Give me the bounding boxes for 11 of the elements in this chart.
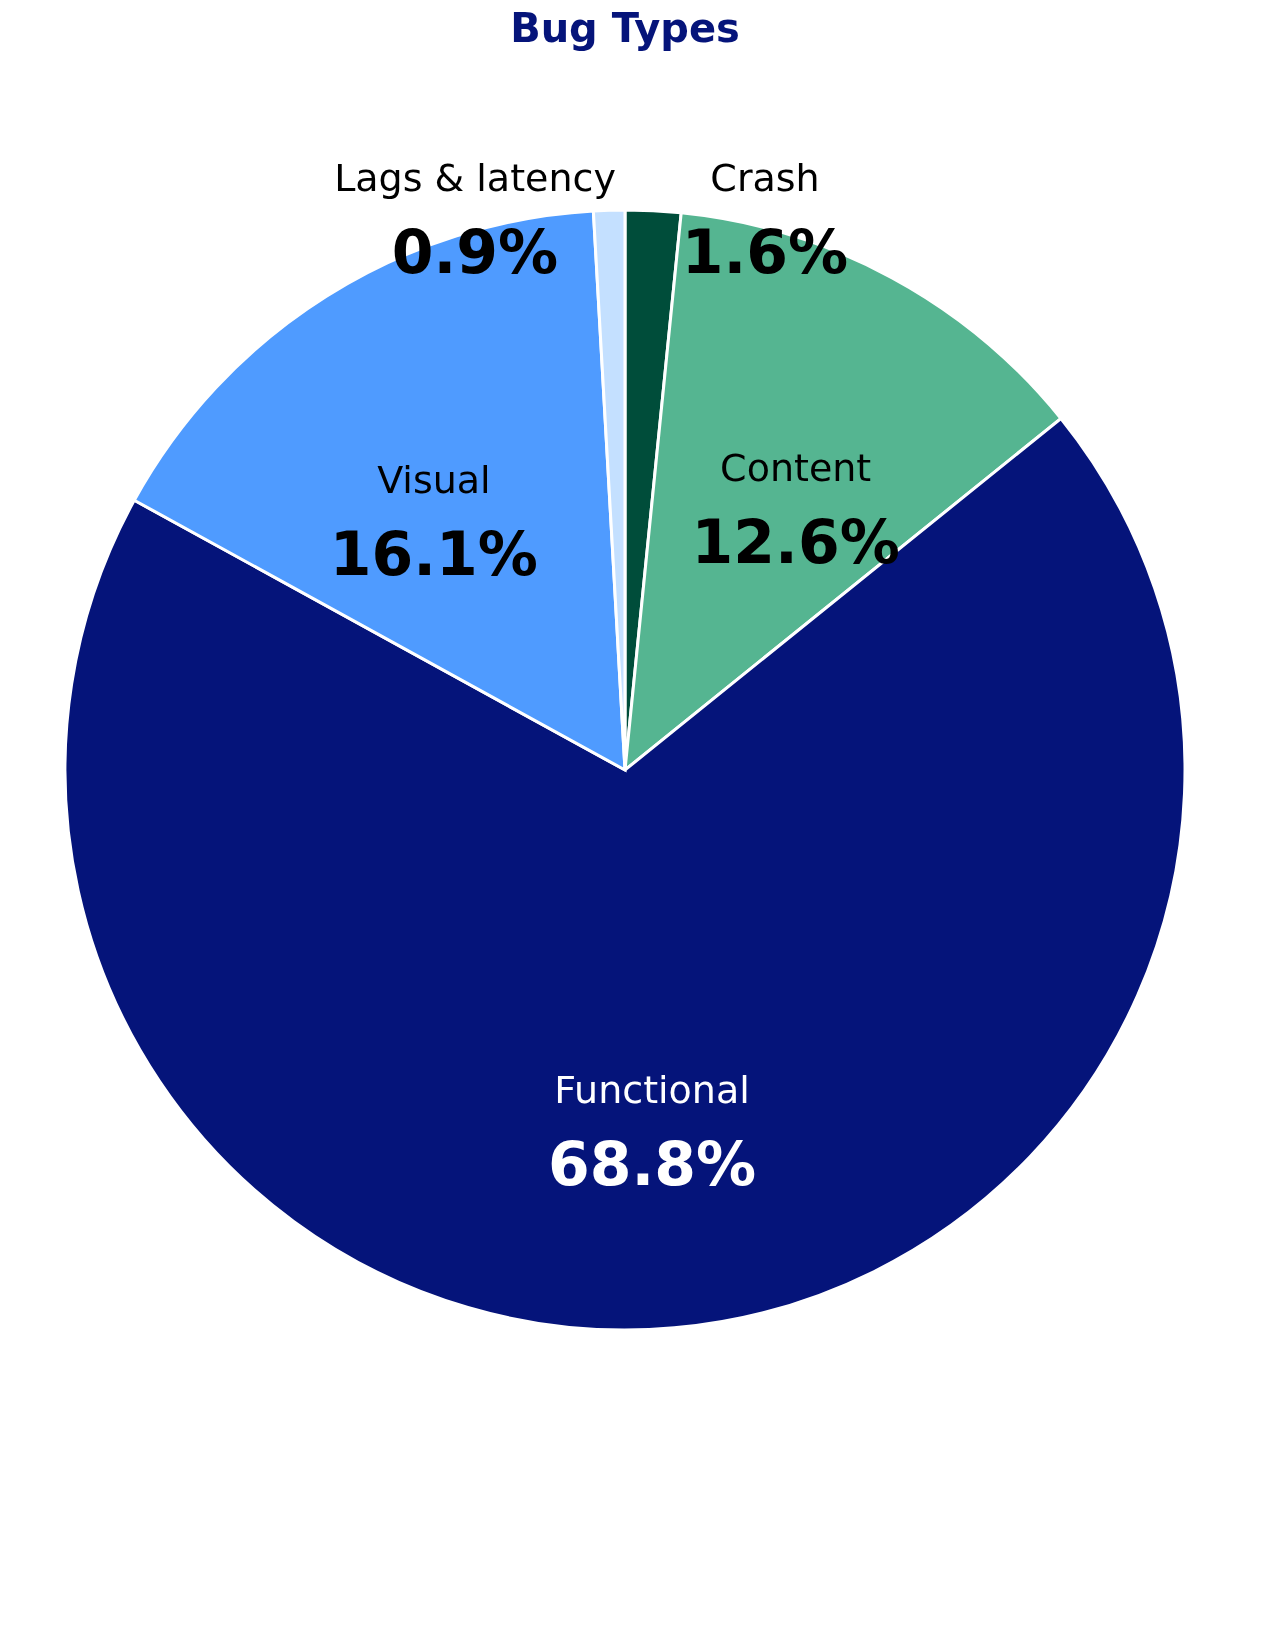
- data-label: 68.8%: [547, 1128, 757, 1199]
- slice-label: Content: [720, 445, 872, 490]
- slice-label: Visual: [377, 457, 491, 502]
- chart-title: Bug Types: [510, 5, 740, 51]
- slice-label: Crash: [710, 156, 820, 200]
- data-label: 0.9%: [391, 217, 559, 287]
- data-label: 12.6%: [691, 506, 900, 577]
- data-label: 1.6%: [681, 217, 849, 287]
- slice-label: Functional: [554, 1067, 750, 1112]
- slice-label: Lags & latency: [334, 156, 616, 200]
- data-label: 16.1%: [329, 518, 538, 589]
